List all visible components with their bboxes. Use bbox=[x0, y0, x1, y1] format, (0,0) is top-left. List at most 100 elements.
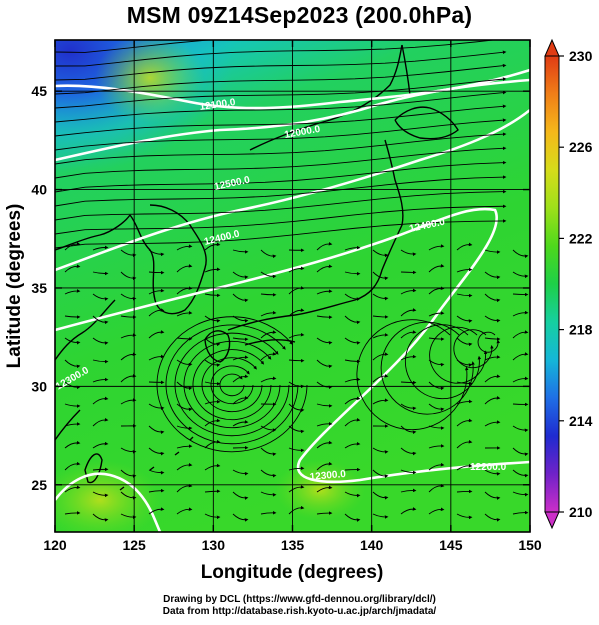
streamline bbox=[55, 132, 507, 165]
streamline bbox=[344, 245, 361, 251]
plot-area: 12100.0 12000.0 12500.0 12400.0 12400.0 … bbox=[55, 40, 530, 532]
streamline bbox=[400, 447, 417, 456]
hokkaido-coast bbox=[394, 106, 459, 140]
streamline bbox=[55, 77, 507, 109]
streamline bbox=[344, 271, 361, 276]
streamline bbox=[55, 160, 507, 193]
streamline bbox=[456, 337, 473, 347]
streamline bbox=[428, 462, 445, 471]
streamline bbox=[288, 447, 305, 453]
streamline bbox=[232, 469, 249, 476]
streamline bbox=[428, 244, 445, 251]
streamline bbox=[148, 469, 165, 475]
streamline bbox=[372, 352, 389, 361]
streamline bbox=[484, 337, 501, 341]
streamline bbox=[316, 359, 333, 369]
streamline bbox=[260, 330, 277, 339]
streamline bbox=[55, 175, 507, 207]
streamline bbox=[372, 249, 389, 258]
streamline bbox=[484, 469, 501, 476]
streamline bbox=[148, 507, 165, 515]
streamline bbox=[456, 267, 473, 273]
colorbar-bar bbox=[544, 55, 560, 513]
china-coast bbox=[55, 214, 131, 441]
streamline bbox=[484, 293, 501, 303]
colorbar-tick-label: 218 bbox=[569, 322, 593, 338]
streamline bbox=[484, 491, 501, 500]
streamline bbox=[316, 421, 333, 427]
streamline bbox=[428, 483, 445, 493]
streamline bbox=[456, 463, 473, 471]
contour-label: 12200.0 bbox=[470, 462, 507, 473]
streamline bbox=[260, 447, 277, 456]
streamline bbox=[512, 469, 529, 478]
streamline bbox=[232, 293, 249, 303]
streamline bbox=[512, 249, 529, 259]
streamline bbox=[92, 293, 109, 301]
streamline bbox=[92, 271, 109, 276]
streamline bbox=[316, 511, 333, 515]
streamline bbox=[176, 425, 193, 431]
streamline bbox=[316, 440, 333, 449]
streamline bbox=[204, 293, 221, 298]
streamline bbox=[288, 308, 305, 317]
streamline bbox=[288, 332, 305, 339]
streamline bbox=[232, 271, 249, 279]
streamline bbox=[344, 396, 361, 405]
contour-12200 bbox=[55, 108, 530, 272]
streamline bbox=[316, 337, 333, 345]
streamline bbox=[316, 289, 333, 295]
streamline bbox=[165, 324, 299, 445]
wind-streamlines bbox=[55, 40, 529, 522]
streamline bbox=[372, 293, 389, 301]
streamline bbox=[148, 288, 165, 295]
streamline bbox=[400, 380, 417, 385]
streamline bbox=[148, 270, 165, 275]
streamline bbox=[183, 340, 281, 429]
streamline bbox=[344, 417, 361, 427]
streamline bbox=[148, 488, 165, 493]
colorbar-max-arrow bbox=[544, 38, 560, 57]
streamline bbox=[92, 417, 109, 427]
streamline bbox=[260, 491, 277, 497]
streamline bbox=[316, 403, 333, 408]
streamline bbox=[484, 396, 501, 405]
y-tick-label: 30 bbox=[31, 378, 47, 394]
streamline bbox=[92, 491, 109, 498]
x-tick-label: 125 bbox=[122, 537, 146, 553]
streamline bbox=[372, 315, 389, 319]
contour-12000 bbox=[55, 78, 530, 162]
streamline bbox=[55, 118, 507, 151]
streamline bbox=[92, 396, 109, 405]
streamline bbox=[55, 146, 507, 179]
streamline bbox=[372, 491, 389, 500]
streamline bbox=[204, 418, 221, 427]
streamline bbox=[64, 337, 81, 345]
streamline bbox=[176, 264, 193, 273]
streamline bbox=[64, 422, 81, 427]
y-axis-label: Latitude (degrees) bbox=[4, 204, 25, 369]
streamline bbox=[64, 440, 81, 449]
streamline bbox=[456, 293, 473, 298]
colorbar-tick-label: 230 bbox=[569, 48, 593, 64]
streamline bbox=[260, 310, 277, 317]
x-tick-label: 135 bbox=[281, 537, 305, 553]
streamline bbox=[428, 337, 445, 341]
streamline bbox=[260, 510, 277, 515]
streamline bbox=[174, 332, 290, 437]
streamline bbox=[456, 418, 473, 427]
streamline bbox=[92, 513, 109, 522]
streamline bbox=[55, 204, 507, 235]
streamline bbox=[456, 381, 473, 386]
colorbar-tick-label: 226 bbox=[569, 139, 593, 155]
streamline bbox=[484, 374, 501, 383]
streamline bbox=[400, 507, 417, 515]
streamline bbox=[148, 330, 165, 339]
streamline bbox=[484, 355, 501, 361]
streamline bbox=[372, 333, 389, 339]
kyushu-coast bbox=[204, 330, 231, 363]
y-tick-label: 35 bbox=[31, 280, 47, 296]
ryukyu-islands bbox=[119, 436, 194, 491]
x-tick-label: 120 bbox=[43, 537, 67, 553]
korea-coast bbox=[129, 204, 207, 315]
